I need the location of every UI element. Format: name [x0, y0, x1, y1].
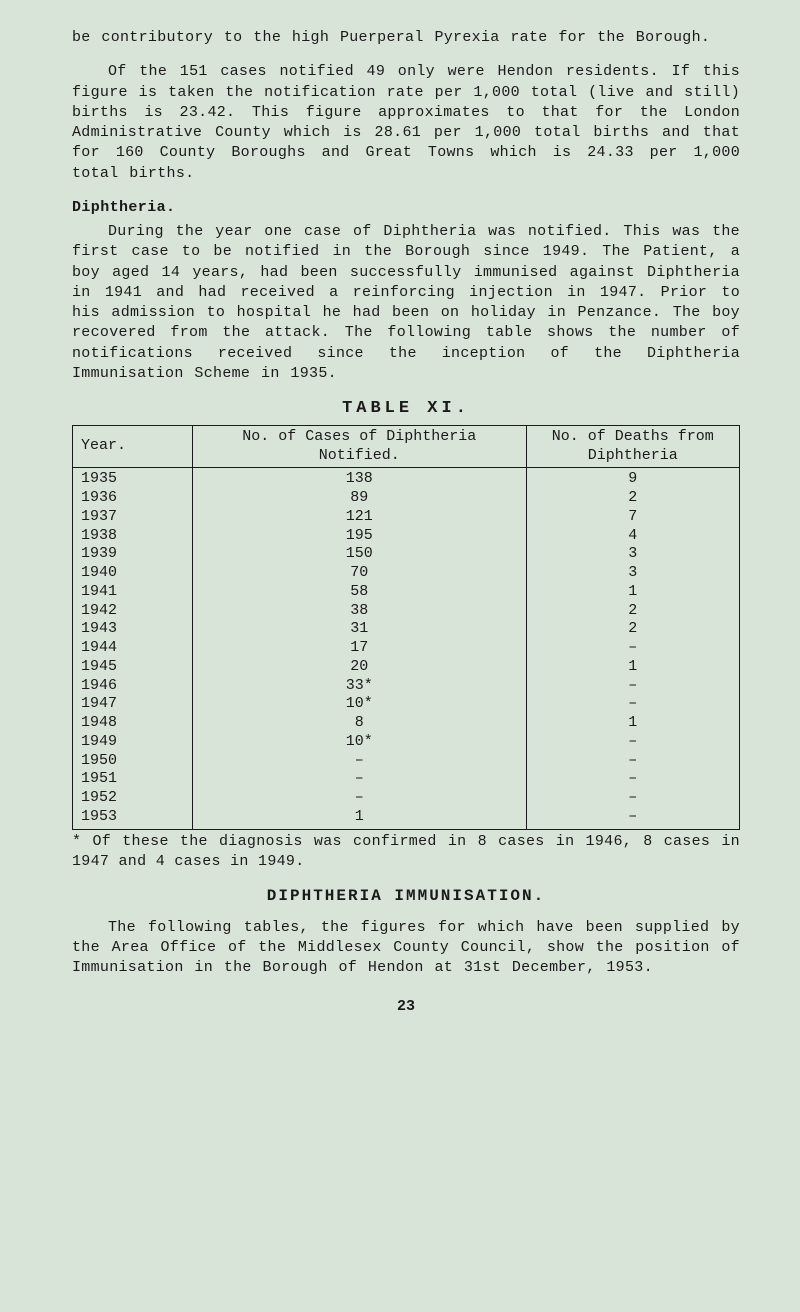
cell-cases: 70 [193, 564, 527, 583]
cell-deaths: 2 [526, 489, 739, 508]
paragraph-diphtheria: During the year one case of Diphtheria w… [72, 222, 740, 384]
cell-deaths: – [526, 789, 739, 808]
cell-cases: 8 [193, 714, 527, 733]
table-row: 1945201 [73, 658, 740, 677]
cell-year: 1936 [73, 489, 193, 508]
cell-year: 1947 [73, 695, 193, 714]
cell-cases: 58 [193, 583, 527, 602]
cell-year: 1939 [73, 545, 193, 564]
cell-year: 1948 [73, 714, 193, 733]
cell-deaths: – [526, 677, 739, 696]
diphtheria-table: Year. No. of Cases of Diphtheria Notifie… [72, 425, 740, 830]
table-row: 194881 [73, 714, 740, 733]
table-header-row: Year. No. of Cases of Diphtheria Notifie… [73, 425, 740, 468]
cell-deaths: 4 [526, 527, 739, 546]
table-row: 19391503 [73, 545, 740, 564]
cell-deaths: – [526, 808, 739, 829]
header-deaths: No. of Deaths from Diphtheria [526, 425, 739, 468]
cell-cases: 89 [193, 489, 527, 508]
cell-year: 1943 [73, 620, 193, 639]
table-row: 19351389 [73, 468, 740, 489]
cell-year: 1950 [73, 752, 193, 771]
cell-cases: 10* [193, 733, 527, 752]
header-year: Year. [73, 425, 193, 468]
table-row: 1942382 [73, 602, 740, 621]
cell-deaths: 7 [526, 508, 739, 527]
paragraph-immunisation: The following tables, the figures for wh… [72, 918, 740, 979]
cell-cases: 121 [193, 508, 527, 527]
table-footnote: * Of these the diagnosis was confirmed i… [72, 832, 740, 873]
table-row: 194710*– [73, 695, 740, 714]
cell-cases: – [193, 789, 527, 808]
table-row: 19381954 [73, 527, 740, 546]
cell-year: 1935 [73, 468, 193, 489]
cell-deaths: – [526, 733, 739, 752]
cell-year: 1938 [73, 527, 193, 546]
cell-cases: 195 [193, 527, 527, 546]
table-row: 1943312 [73, 620, 740, 639]
cell-deaths: 1 [526, 583, 739, 602]
paragraph-continuation: be contributory to the high Puerperal Py… [72, 28, 740, 48]
header-cases: No. of Cases of Diphtheria Notified. [193, 425, 527, 468]
cell-deaths: – [526, 752, 739, 771]
table-row: 1941581 [73, 583, 740, 602]
cell-deaths: 3 [526, 564, 739, 583]
cell-cases: 31 [193, 620, 527, 639]
cell-deaths: – [526, 695, 739, 714]
table-body: 1935138919368921937121719381954193915031… [73, 468, 740, 829]
table-row: 1952–– [73, 789, 740, 808]
cell-cases: 10* [193, 695, 527, 714]
cell-cases: 20 [193, 658, 527, 677]
table-row: 1940703 [73, 564, 740, 583]
cell-year: 1940 [73, 564, 193, 583]
cell-cases: 38 [193, 602, 527, 621]
cell-deaths: 1 [526, 658, 739, 677]
cell-cases: 33* [193, 677, 527, 696]
cell-deaths: 2 [526, 620, 739, 639]
cell-deaths: 2 [526, 602, 739, 621]
cell-deaths: – [526, 770, 739, 789]
table-row: 1936892 [73, 489, 740, 508]
table-row: 194633*– [73, 677, 740, 696]
cell-year: 1942 [73, 602, 193, 621]
cell-year: 1945 [73, 658, 193, 677]
section-heading-diphtheria: Diphtheria. [72, 198, 740, 218]
cell-cases: – [193, 770, 527, 789]
cell-year: 1944 [73, 639, 193, 658]
table-title: TABLE XI. [72, 398, 740, 421]
cell-cases: 17 [193, 639, 527, 658]
cell-year: 1951 [73, 770, 193, 789]
cell-cases: 150 [193, 545, 527, 564]
cell-year: 1949 [73, 733, 193, 752]
cell-cases: 1 [193, 808, 527, 829]
subheading-immunisation: DIPHTHERIA IMMUNISATION. [72, 886, 740, 908]
cell-year: 1937 [73, 508, 193, 527]
cell-year: 1953 [73, 808, 193, 829]
cell-deaths: 3 [526, 545, 739, 564]
table-row: 1950–– [73, 752, 740, 771]
table-row: 19531– [73, 808, 740, 829]
cell-deaths: 1 [526, 714, 739, 733]
table-row: 194417– [73, 639, 740, 658]
cell-year: 1952 [73, 789, 193, 808]
table-row: 19371217 [73, 508, 740, 527]
paragraph-notification: Of the 151 cases notified 49 only were H… [72, 62, 740, 184]
cell-deaths: 9 [526, 468, 739, 489]
page-number: 23 [72, 997, 740, 1017]
cell-year: 1946 [73, 677, 193, 696]
cell-year: 1941 [73, 583, 193, 602]
cell-deaths: – [526, 639, 739, 658]
cell-cases: – [193, 752, 527, 771]
table-row: 1951–– [73, 770, 740, 789]
cell-cases: 138 [193, 468, 527, 489]
table-row: 194910*– [73, 733, 740, 752]
